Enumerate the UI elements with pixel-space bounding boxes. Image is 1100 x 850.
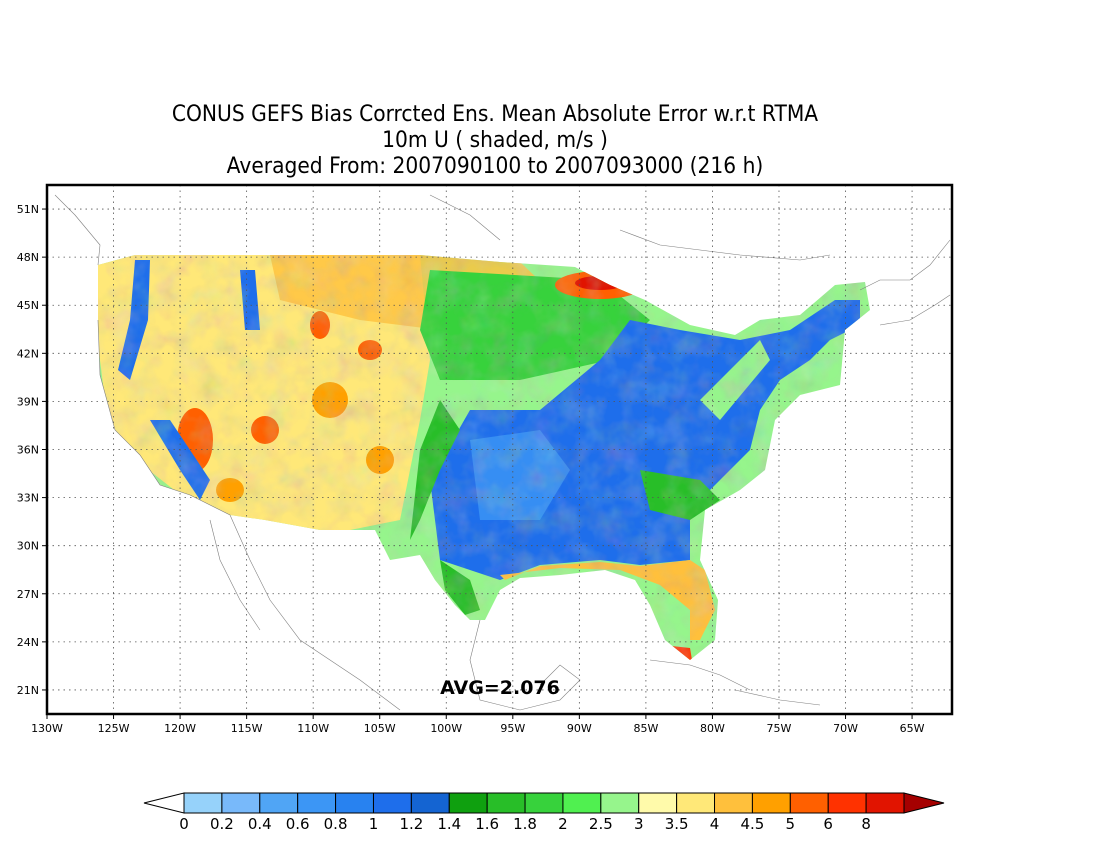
title-line-1: CONUS GEFS Bias Corrcted Ens. Mean Absol… — [171, 102, 819, 127]
colorbar-bin — [259, 792, 299, 814]
colorbar-bin — [562, 792, 602, 814]
lon-tick-label: 80W — [700, 722, 725, 735]
colorbar-bin — [751, 792, 791, 814]
grid-lines — [47, 185, 952, 714]
colorbar-over-arrow — [903, 792, 945, 814]
colorbar-bin — [221, 792, 261, 814]
colorbar-label: 0.2 — [210, 815, 234, 833]
lat-tick-label: 21N — [17, 684, 39, 697]
title-line-2: 10m U ( shaded, m/s ) — [382, 128, 608, 153]
lon-tick-label: 90W — [567, 722, 592, 735]
coastline-outlines — [54, 194, 951, 711]
lat-tick-label: 39N — [17, 395, 39, 408]
lat-tick-label: 42N — [17, 347, 39, 360]
lat-tick-label: 24N — [17, 636, 39, 649]
colorbar-label: 1.4 — [437, 815, 461, 833]
lat-tick-label: 36N — [17, 444, 39, 457]
colorbar-bin — [600, 792, 640, 814]
colorbar-label: 4 — [710, 815, 720, 833]
lon-tick-label: 95W — [500, 722, 525, 735]
lat-tick-label: 48N — [17, 251, 39, 264]
colorbar-label: 8 — [861, 815, 871, 833]
colorbar-label: 3.5 — [665, 815, 689, 833]
colorbar-label: 2.5 — [589, 815, 613, 833]
map-title: CONUS GEFS Bias Corrcted Ens. Mean Absol… — [0, 102, 990, 180]
lon-tick-label: 75W — [767, 722, 792, 735]
lon-tick-label: 65W — [900, 722, 925, 735]
colorbar-bin — [410, 792, 450, 814]
colorbar-bin — [865, 792, 905, 814]
colorbar-bin — [297, 792, 337, 814]
colorbar-label: 1.2 — [399, 815, 423, 833]
colorbar-label: 1.8 — [513, 815, 537, 833]
colorbar-label: 6 — [823, 815, 833, 833]
lon-tick-label: 85W — [633, 722, 658, 735]
colorbar-bin — [676, 792, 716, 814]
colorbar-label: 0.6 — [286, 815, 310, 833]
colorbar-bin — [372, 792, 412, 814]
colorbar-label: 3 — [634, 815, 644, 833]
colorbar: 0 0.2 0.4 0.6 0.8 1 1.2 1.4 1.6 1.8 2 2.5 3 3.5 4 4.5 5 6… — [143, 792, 945, 833]
colorbar-label: 0 — [179, 815, 189, 833]
colorbar-label: 0.8 — [324, 815, 348, 833]
colorbar-label: 4.5 — [740, 815, 764, 833]
colorbar-label: 2 — [558, 815, 568, 833]
colorbar-label: 0.4 — [248, 815, 272, 833]
colorbar-bin — [789, 792, 829, 814]
colorbar-label: 1 — [369, 815, 379, 833]
colorbar-bin — [524, 792, 564, 814]
lat-tick-label: 30N — [17, 540, 39, 553]
colorbar-label: 1.6 — [475, 815, 499, 833]
axis-ticks: 130W 125W 120W 115W 110W 105W 100W 95W 90W 85W 80W… — [17, 203, 925, 735]
shaded-error-field — [98, 255, 870, 660]
lat-tick-label: 33N — [17, 492, 39, 505]
colorbar-bin — [448, 792, 488, 814]
colorbar-label: 5 — [786, 815, 796, 833]
lon-tick-label: 110W — [297, 722, 329, 735]
colorbar-under-arrow — [143, 792, 185, 814]
lat-tick-label: 51N — [17, 203, 39, 216]
title-line-3: Averaged From: 2007090100 to 2007093000 … — [226, 154, 764, 179]
lon-tick-label: 120W — [164, 722, 196, 735]
lon-tick-label: 100W — [430, 722, 462, 735]
lat-tick-label: 45N — [17, 299, 39, 312]
colorbar-bin — [183, 792, 223, 814]
lon-tick-label: 125W — [98, 722, 130, 735]
lat-tick-label: 27N — [17, 588, 39, 601]
lon-tick-label: 130W — [31, 722, 63, 735]
map-frame — [45, 183, 954, 716]
lon-tick-label: 70W — [833, 722, 858, 735]
colorbar-bin — [335, 792, 374, 814]
avg-label: AVG=2.076 — [440, 677, 560, 699]
colorbar-bin — [638, 792, 678, 814]
lon-tick-label: 115W — [231, 722, 263, 735]
colorbar-bin — [714, 792, 753, 814]
colorbar-bin — [486, 792, 526, 814]
lon-tick-label: 105W — [364, 722, 396, 735]
colorbar-bin — [827, 792, 867, 814]
